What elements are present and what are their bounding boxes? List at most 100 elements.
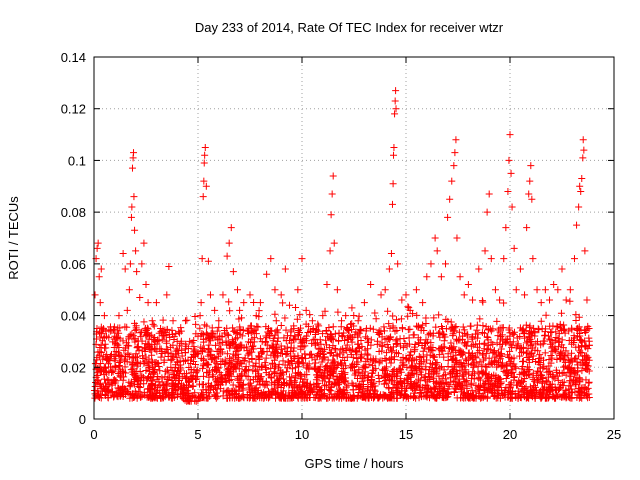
- data-point: [269, 351, 277, 359]
- data-point: [439, 330, 447, 338]
- data-point: [267, 373, 275, 381]
- data-point: [440, 337, 448, 345]
- data-point: [263, 270, 271, 278]
- data-point: [570, 334, 578, 342]
- data-point: [433, 394, 441, 402]
- data-point: [245, 384, 253, 392]
- data-point: [547, 351, 555, 359]
- data-point: [577, 336, 585, 344]
- data-point: [132, 358, 140, 366]
- data-point: [102, 344, 110, 352]
- data-point: [556, 381, 564, 389]
- data-point: [339, 345, 347, 353]
- data-point: [439, 386, 447, 394]
- data-point: [163, 380, 171, 388]
- data-point: [215, 379, 223, 387]
- data-point: [329, 323, 337, 331]
- data-point: [393, 394, 401, 402]
- data-point: [573, 221, 581, 229]
- data-point: [196, 324, 204, 332]
- data-point: [208, 324, 216, 332]
- data-point: [550, 281, 558, 289]
- data-point: [579, 154, 587, 162]
- data-point: [525, 333, 533, 341]
- data-point: [585, 334, 593, 342]
- data-point: [506, 131, 514, 139]
- data-point: [447, 343, 455, 351]
- data-point: [468, 371, 476, 379]
- data-point: [551, 375, 559, 383]
- data-point: [386, 334, 394, 342]
- data-point: [111, 329, 119, 337]
- data-point: [562, 347, 570, 355]
- data-point: [580, 391, 588, 399]
- data-point: [368, 393, 376, 401]
- data-point: [365, 338, 373, 346]
- data-point: [476, 315, 484, 323]
- data-point: [237, 376, 245, 384]
- data-point: [128, 368, 136, 376]
- data-point: [129, 365, 137, 373]
- data-point: [420, 344, 428, 352]
- data-point: [485, 354, 493, 362]
- data-point: [136, 329, 144, 337]
- data-point: [553, 355, 561, 363]
- data-point: [326, 247, 334, 255]
- data-point: [156, 389, 164, 397]
- data-point: [204, 348, 212, 356]
- data-point: [452, 346, 460, 354]
- data-point: [110, 355, 118, 363]
- data-point: [435, 345, 443, 353]
- data-point: [440, 366, 448, 374]
- data-point: [150, 385, 158, 393]
- data-point: [541, 349, 549, 357]
- data-point: [136, 380, 144, 388]
- data-point: [229, 381, 237, 389]
- data-point: [275, 360, 283, 368]
- data-point: [215, 323, 223, 331]
- data-point: [232, 358, 240, 366]
- data-point: [298, 255, 306, 263]
- data-point: [271, 286, 279, 294]
- data-point: [547, 328, 555, 336]
- data-point: [327, 349, 335, 357]
- data-point: [561, 362, 569, 370]
- data-point: [419, 299, 427, 307]
- data-point: [457, 359, 465, 367]
- data-point: [442, 325, 450, 333]
- data-point: [542, 377, 550, 385]
- data-point: [369, 325, 377, 333]
- data-point: [94, 376, 102, 384]
- data-point: [422, 363, 430, 371]
- data-point: [175, 364, 183, 372]
- data-point: [493, 339, 501, 347]
- data-point: [330, 239, 338, 247]
- data-point: [419, 321, 427, 329]
- data-point: [227, 372, 235, 380]
- data-point: [219, 291, 227, 299]
- data-point: [236, 306, 244, 314]
- data-point: [541, 325, 549, 333]
- data-point: [253, 366, 261, 374]
- data-point: [456, 380, 464, 388]
- data-point: [552, 366, 560, 374]
- data-point: [109, 338, 117, 346]
- data-point: [386, 355, 394, 363]
- data-point: [180, 383, 188, 391]
- data-point: [562, 371, 570, 379]
- data-point: [172, 385, 180, 393]
- data-point: [207, 356, 215, 364]
- data-point: [363, 390, 371, 398]
- data-point: [191, 389, 199, 397]
- data-point: [349, 333, 357, 341]
- data-point: [375, 374, 383, 382]
- data-point: [328, 335, 336, 343]
- data-point: [459, 381, 467, 389]
- data-point: [391, 110, 399, 118]
- data-point: [221, 329, 229, 337]
- data-point: [433, 247, 441, 255]
- data-point: [450, 363, 458, 371]
- data-point: [312, 359, 320, 367]
- data-point: [451, 373, 459, 381]
- data-point: [103, 376, 111, 384]
